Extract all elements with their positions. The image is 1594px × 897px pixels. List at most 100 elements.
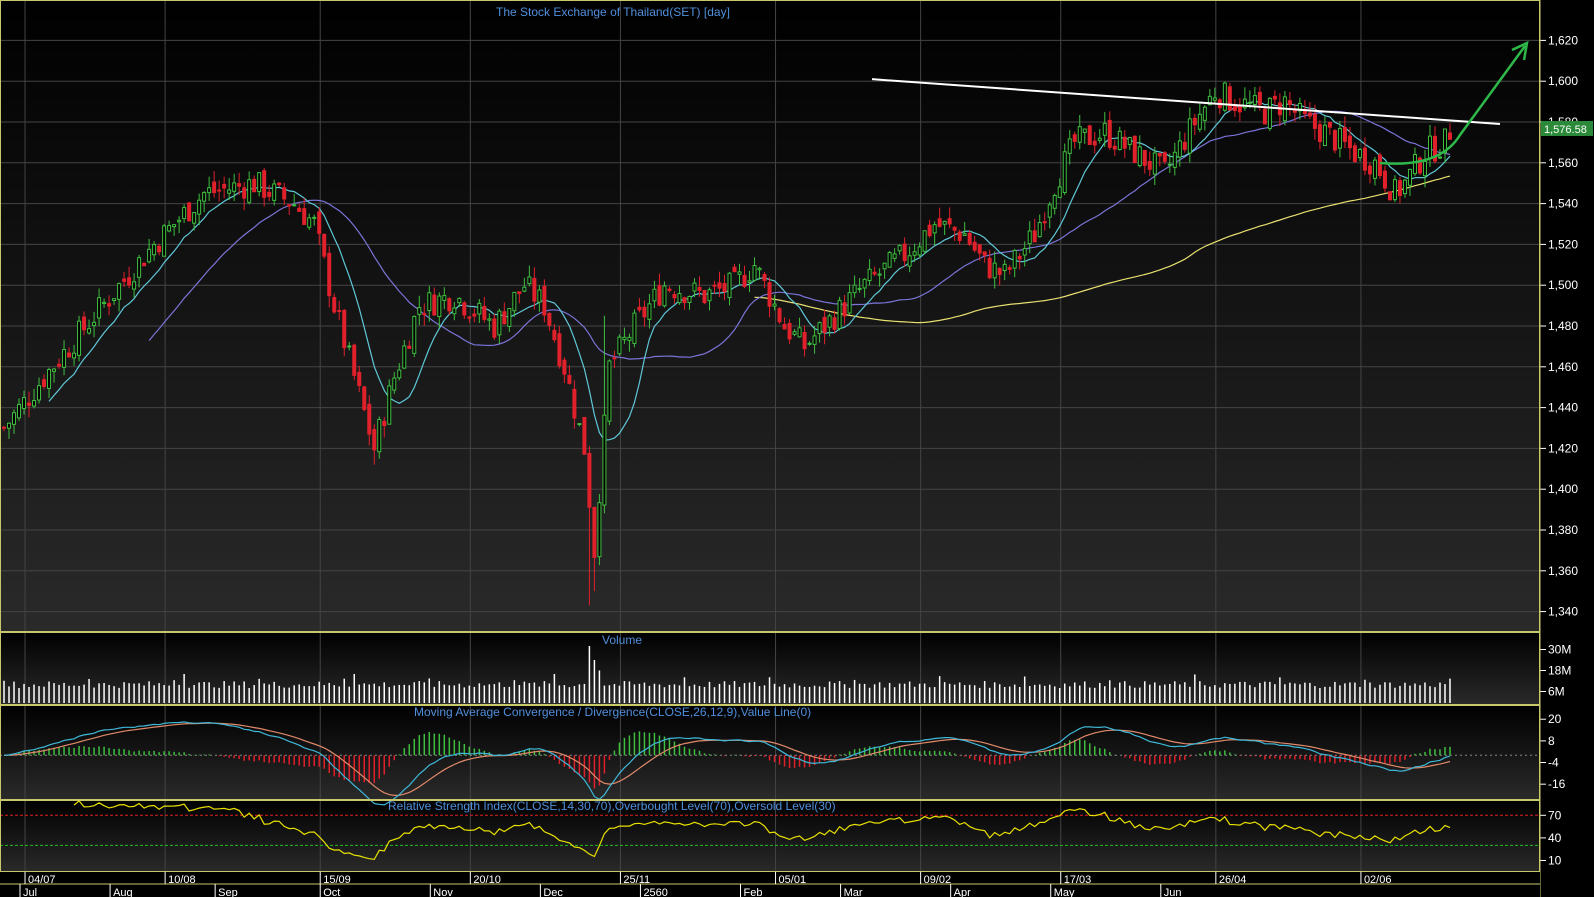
candle-body — [322, 233, 327, 257]
candle-body — [212, 181, 217, 194]
rsi-tick-label: 70 — [1548, 808, 1562, 822]
candle-body — [187, 202, 192, 222]
date-tick-label: 17/03 — [1064, 874, 1092, 886]
candle-body — [437, 295, 442, 318]
ma-slow-line — [754, 175, 1451, 324]
candle-body — [1212, 97, 1217, 101]
candle-body — [1052, 194, 1057, 209]
candle-body — [1397, 180, 1402, 197]
candle-body — [1432, 135, 1437, 162]
candle-body — [1187, 118, 1192, 154]
price-tick-label: 1,440 — [1548, 401, 1578, 415]
candle-body — [647, 303, 652, 320]
candle-body — [1407, 168, 1412, 186]
candle-body — [412, 315, 417, 354]
candle-body — [1317, 124, 1322, 143]
candle-body — [547, 312, 552, 326]
candle-body — [1112, 145, 1117, 150]
price-tick-label: 1,400 — [1548, 482, 1578, 496]
candle-body — [817, 322, 822, 335]
candle-body — [1252, 95, 1257, 106]
candle-body — [387, 385, 392, 425]
candle-body — [917, 246, 922, 256]
month-tick-label: Sep — [218, 887, 238, 897]
rsi-panel-title: Relative Strength Index(CLOSE,14,30,70),… — [388, 799, 836, 813]
candle-body — [332, 296, 337, 313]
last-price-badge — [1541, 120, 1593, 136]
candle-body — [282, 187, 287, 200]
date-tick-label: 02/06 — [1364, 874, 1392, 886]
candle-body — [497, 310, 502, 336]
candle-body — [1107, 119, 1112, 148]
candle-body — [572, 388, 577, 419]
candle-body — [882, 262, 887, 270]
candle-body — [962, 233, 967, 236]
candle-body — [762, 273, 767, 281]
candle-body — [1067, 138, 1072, 154]
month-tick-label: Apr — [954, 887, 971, 897]
candle-body — [1372, 159, 1377, 179]
month-tick-label: Oct — [323, 887, 340, 897]
candle-body — [82, 316, 87, 331]
candle-body — [1137, 146, 1142, 167]
candle-body — [507, 308, 512, 327]
candle-body — [612, 357, 617, 360]
candle-body — [1057, 186, 1062, 198]
candle-body — [42, 379, 47, 387]
candle-body — [217, 189, 222, 192]
month-tick-label: Dec — [543, 887, 563, 897]
date-tick-label: 04/07 — [28, 874, 56, 886]
date-tick-label: 20/10 — [473, 874, 501, 886]
candle-body — [122, 278, 127, 282]
date-tick-label: 26/04 — [1219, 874, 1247, 886]
candle-body — [467, 316, 472, 319]
candle-body — [982, 251, 987, 256]
candle-body — [307, 217, 312, 228]
resistance-trendline — [871, 78, 1501, 126]
candle-body — [987, 257, 992, 279]
candle-body — [587, 452, 592, 508]
candle-body — [1122, 136, 1127, 149]
price-tick-label: 1,540 — [1548, 197, 1578, 211]
price-tick-label: 1,480 — [1548, 319, 1578, 333]
candle-body — [637, 306, 642, 311]
candle-body — [952, 226, 957, 231]
candle-body — [382, 420, 387, 427]
candle-body — [22, 397, 27, 410]
macd-panel-title: Moving Average Convergence / Divergence(… — [414, 705, 812, 719]
candle-body — [567, 374, 572, 384]
date-tick-label: 25/11 — [623, 874, 650, 886]
candle-body — [872, 271, 877, 275]
price-tick-label: 1,420 — [1548, 441, 1578, 455]
candle-body — [232, 182, 237, 192]
candle-body — [357, 371, 362, 387]
candle-body — [177, 219, 182, 223]
candle-body — [642, 306, 647, 318]
candle-body — [252, 178, 257, 193]
candle-body — [1307, 112, 1312, 117]
candle-body — [107, 303, 112, 307]
candle-body — [1297, 103, 1302, 112]
candle-body — [1222, 82, 1227, 111]
candle-body — [837, 299, 842, 330]
breakout-arrow — [1379, 45, 1527, 165]
price-tick-label: 1,560 — [1548, 156, 1578, 170]
candle-body — [757, 267, 762, 271]
candle-body — [942, 220, 947, 225]
candle-body — [867, 268, 872, 282]
candle-body — [372, 429, 377, 451]
candle-body — [1042, 221, 1047, 224]
candle-body — [477, 302, 482, 315]
candle-body — [537, 289, 542, 303]
candle-body — [747, 280, 752, 283]
candle-body — [522, 286, 527, 292]
candle-body — [337, 310, 342, 313]
candle-body — [207, 187, 212, 194]
candle-body — [227, 189, 232, 194]
candle-body — [1012, 250, 1017, 269]
candle-body — [1177, 140, 1182, 158]
candle-body — [512, 291, 517, 312]
candle-body — [912, 251, 917, 256]
date-tick-label: 15/09 — [323, 874, 351, 886]
rsi-tick-label: 10 — [1548, 853, 1562, 867]
